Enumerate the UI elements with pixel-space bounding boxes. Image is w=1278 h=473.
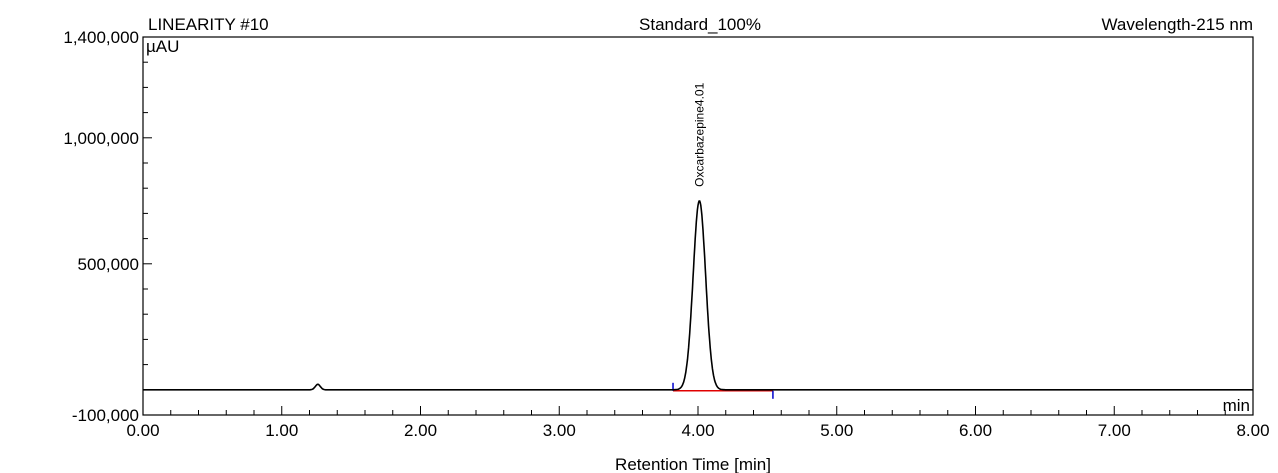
x-tick-label: 6.00 [959,421,992,440]
x-axis: 0.00 1.00 2.00 3.00 4.00 5.00 6.00 7.00 8.00 [126,406,1270,440]
y-tick-label: 1,000,000 [63,129,139,148]
x-tick-label: 3.00 [543,421,576,440]
y-tick-label: -100,000 [72,406,139,425]
header-center-text: Standard_100% [639,15,761,34]
x-tick-label: 7.00 [1098,421,1131,440]
x-tick-label: 2.00 [404,421,437,440]
x-tick-label: 0.00 [126,421,159,440]
x-tick-label: 4.00 [681,421,714,440]
peak-label-oxcarbazepine: Oxcarbazepine4.01 [692,82,706,186]
signal-trace [143,200,1253,391]
header-left-text: LINEARITY #10 [148,15,269,34]
x-tick-label: 8.00 [1236,421,1269,440]
y-tick-label: 500,000 [78,255,139,274]
x-tick-label: 5.00 [820,421,853,440]
x-axis-title: Retention Time [min] [615,455,771,473]
y-tick-label: 1,400,000 [63,28,139,47]
y-axis: 1,400,000 1,000,000 500,000 -100,000 [63,28,152,425]
y-unit-label: µAU [146,37,179,56]
header-right-text: Wavelength-215 nm [1101,15,1253,34]
x-unit-label: min [1223,396,1250,415]
x-tick-label: 1.00 [265,421,298,440]
